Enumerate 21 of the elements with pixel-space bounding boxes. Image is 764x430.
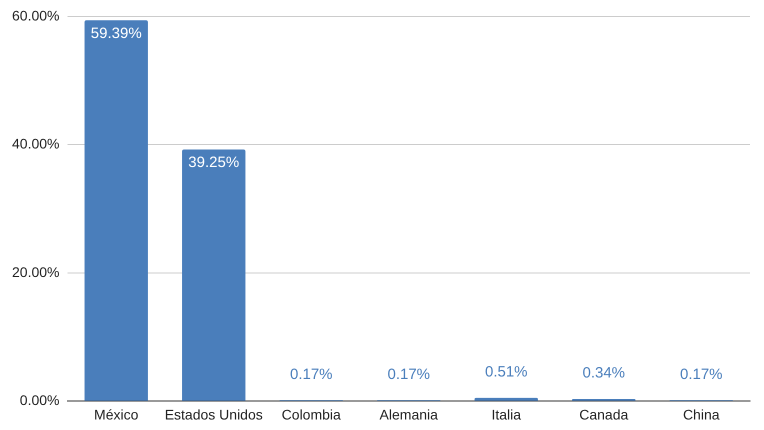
data-label: 0.17% [290, 366, 333, 383]
data-label: 59.39% [90, 24, 142, 42]
y-tick-label: 40.00% [12, 136, 60, 152]
bar [182, 149, 246, 401]
bar [84, 20, 148, 401]
y-tick-label: 60.00% [12, 7, 60, 24]
x-tick-label: México [94, 406, 139, 422]
y-tick-label: 0.00% [20, 392, 60, 408]
x-tick-label: Canada [579, 406, 628, 422]
x-tick-label: Alemania [380, 406, 438, 422]
x-tick-label: China [682, 406, 720, 422]
y-tick-label: 20.00% [12, 264, 60, 280]
data-label: 0.51% [484, 364, 528, 381]
data-label: 0.17% [387, 366, 430, 383]
data-label: 0.17% [680, 366, 723, 383]
x-tick-label: Colombia [282, 406, 342, 422]
x-tick-label: Estados Unidos [164, 406, 263, 422]
x-tick-label: Italia [491, 406, 522, 422]
data-label: 39.25% [188, 154, 240, 172]
data-label: 0.34% [582, 364, 626, 382]
bar [474, 398, 538, 401]
